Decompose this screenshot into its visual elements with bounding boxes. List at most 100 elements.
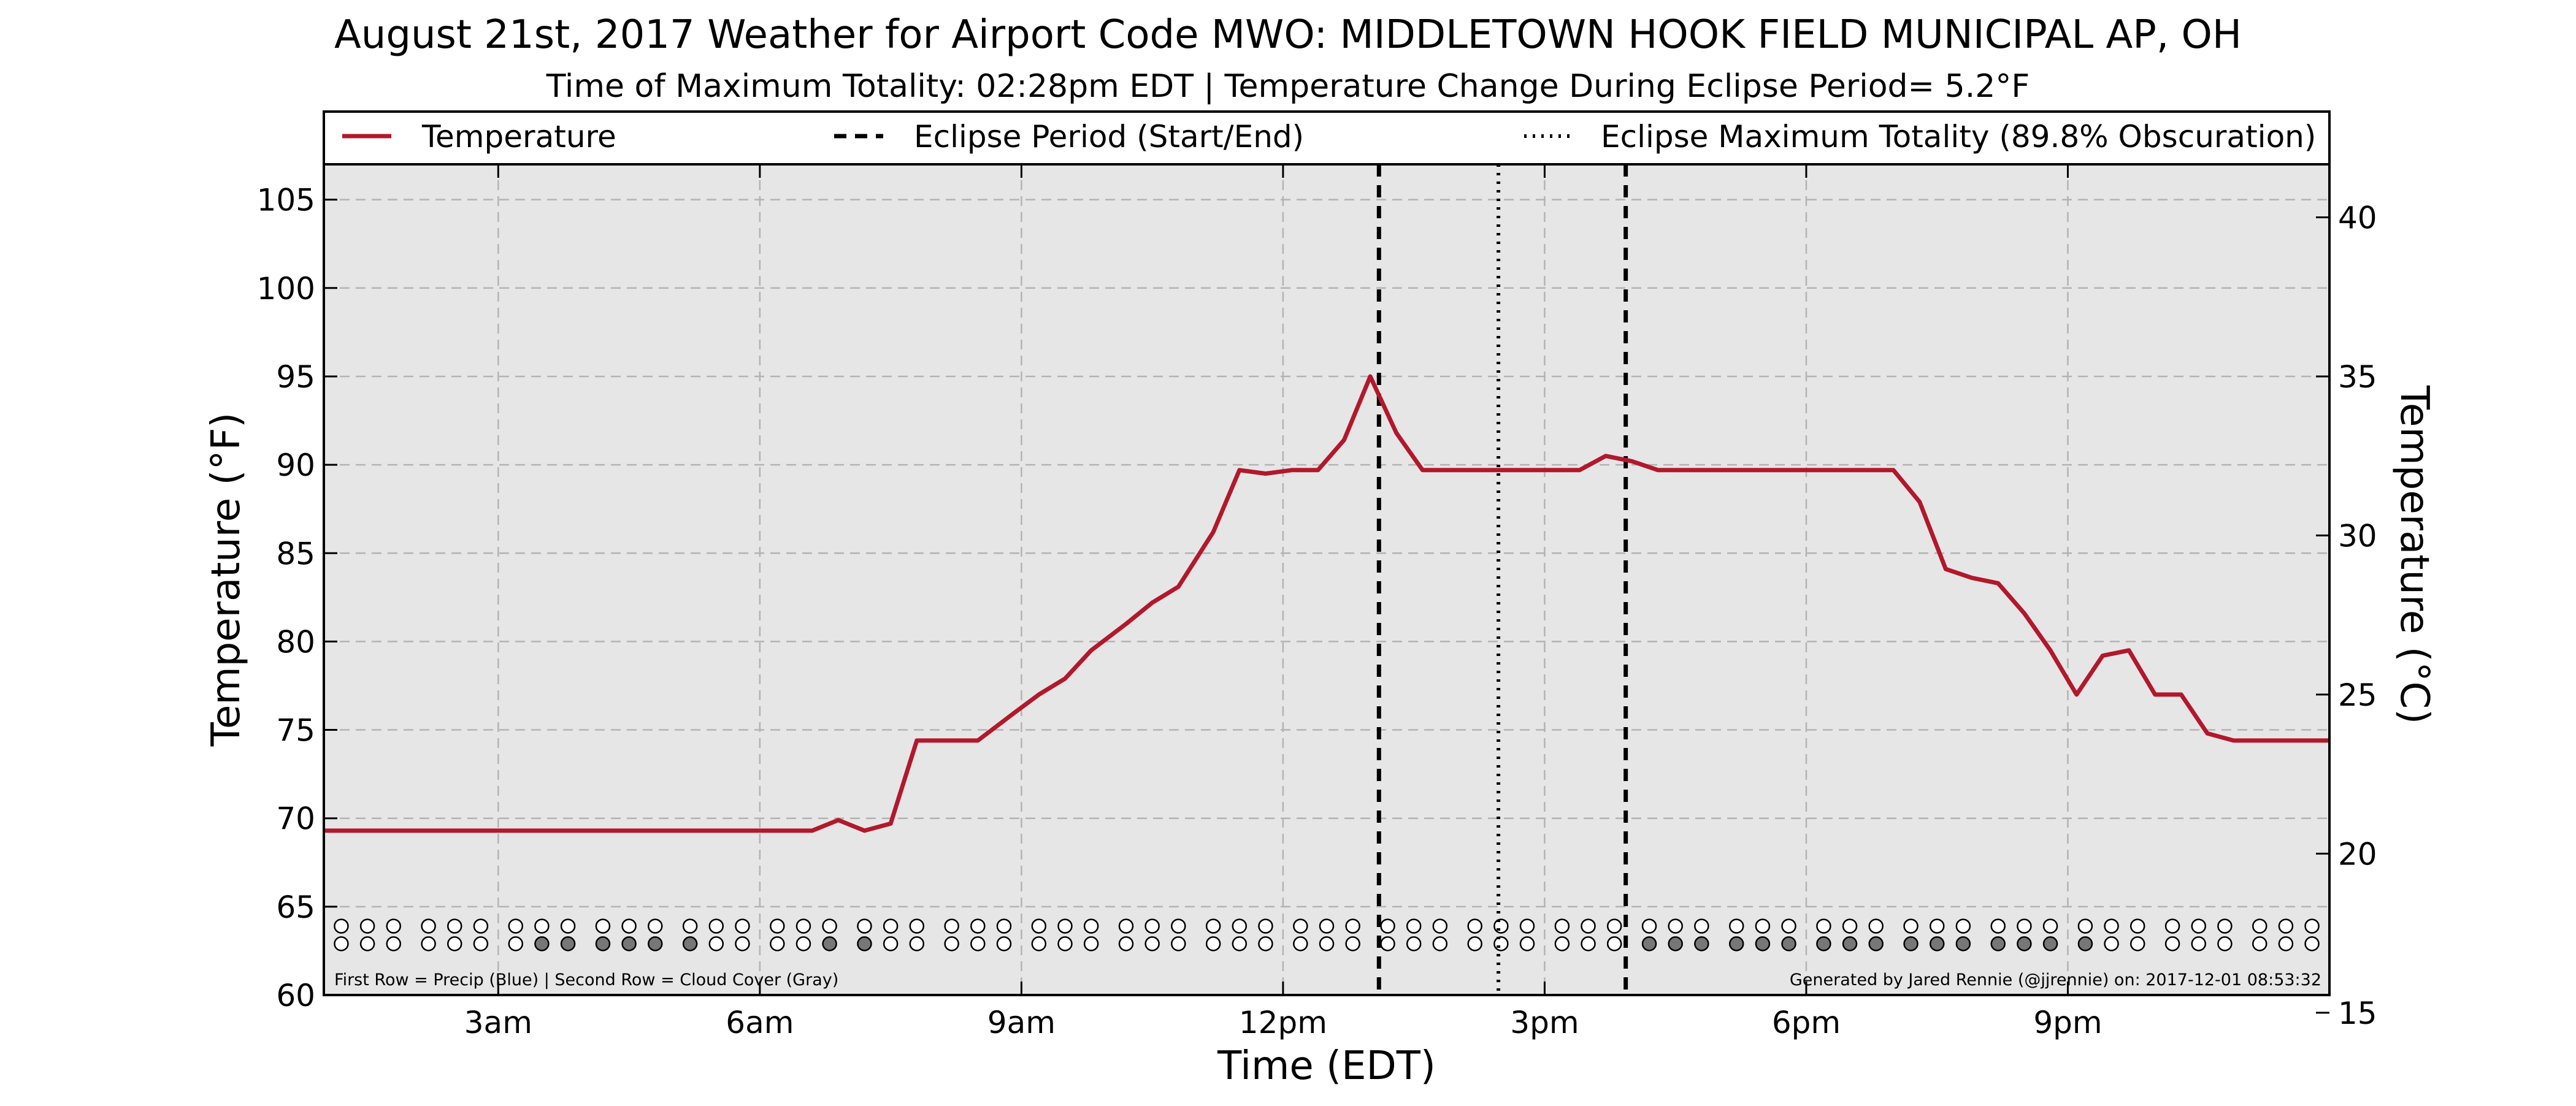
cloud-cover-marker — [2104, 936, 2119, 952]
cloud-cover-marker — [2042, 936, 2058, 952]
precip-marker — [1171, 918, 1186, 934]
x-tick-label: 9pm — [2033, 1005, 2102, 1040]
y-tick-label-right: 40 — [2338, 200, 2377, 235]
cloud-cover-marker — [1694, 936, 1709, 952]
footer-left-note: First Row = Precip (Blue) | Second Row =… — [334, 971, 838, 990]
ticks-layer: 60 65 70 75 80 85 90 95 100 105 3am 6am 9am 12pm 3pm 6p… — [257, 164, 2377, 1040]
precip-marker — [1668, 918, 1683, 934]
precip-marker — [2278, 918, 2294, 934]
cloud-cover-marker — [334, 936, 349, 952]
precip-marker — [1345, 918, 1360, 934]
precip-marker — [1083, 918, 1099, 934]
cloud-cover-marker — [508, 936, 524, 952]
precip-marker — [1319, 918, 1335, 934]
precip-marker — [2217, 918, 2233, 934]
x-tick-label: 3am — [464, 1005, 532, 1040]
temperature-line — [324, 374, 2329, 833]
legend-eclipse-max-label: Eclipse Maximum Totality (89.8% Obscurat… — [1601, 119, 2316, 154]
cloud-cover-marker — [944, 936, 959, 952]
precip-marker — [421, 918, 436, 934]
precip-marker — [770, 918, 785, 934]
precip-marker — [1755, 918, 1771, 934]
cloud-cover-marker — [1929, 936, 1945, 952]
cloud-cover-marker — [386, 936, 401, 952]
grid-layer — [324, 164, 2329, 995]
precip-marker — [1031, 918, 1047, 934]
cloud-cover-marker — [621, 936, 637, 952]
cloud-cover-marker — [1581, 936, 1596, 952]
x-tick-label: 9am — [987, 1005, 1056, 1040]
precip-marker — [822, 918, 837, 934]
cloud-cover-marker — [1868, 936, 1884, 952]
precip-marker — [1816, 918, 1831, 934]
cloud-cover-marker — [1380, 936, 1395, 952]
cloud-cover-marker — [883, 936, 899, 952]
precip-marker — [334, 918, 349, 934]
cloud-cover-marker — [1755, 936, 1771, 952]
x-tick-label: 3pm — [1510, 1005, 1579, 1040]
precip-marker — [2129, 918, 2145, 934]
precip-marker — [1694, 918, 1709, 934]
footer-right-note: Generated by Jared Rennie (@jjrennie) on… — [1790, 971, 2321, 990]
cloud-cover-marker — [1903, 936, 1919, 952]
series-layer — [324, 374, 2329, 833]
cloud-cover-marker — [1031, 936, 1047, 952]
precip-marker — [2252, 918, 2267, 934]
cloud-cover-marker — [648, 936, 663, 952]
precip-marker — [2104, 918, 2119, 934]
precip-marker — [508, 918, 524, 934]
cloud-cover-marker — [1083, 936, 1099, 952]
cloud-cover-marker — [1345, 936, 1360, 952]
cloud-cover-marker — [822, 936, 837, 952]
precip-marker — [1493, 918, 1509, 934]
precip-marker — [1432, 918, 1448, 934]
precip-marker — [534, 918, 550, 934]
cloud-cover-marker — [996, 936, 1012, 952]
cloud-cover-marker — [1554, 936, 1570, 952]
cloud-cover-marker — [1467, 936, 1482, 952]
precip-marker — [883, 918, 899, 934]
y-tick-label-left: 80 — [276, 624, 315, 660]
cloud-cover-marker — [1493, 936, 1509, 952]
y-tick-label-right: 25 — [2338, 677, 2377, 713]
cloud-cover-marker — [560, 936, 576, 952]
legend-temperature-label: Temperature — [421, 119, 616, 154]
precip-marker — [1144, 918, 1160, 934]
precip-marker — [970, 918, 986, 934]
plot-area — [324, 164, 2329, 995]
y-axis-label-left: Temperature (°F) — [204, 413, 249, 747]
y-tick-label-left: 75 — [276, 713, 315, 749]
cloud-cover-marker — [1432, 936, 1448, 952]
precip-marker — [1581, 918, 1596, 934]
precip-marker — [560, 918, 576, 934]
cloud-cover-marker — [1319, 936, 1335, 952]
cloud-cover-marker — [1668, 936, 1683, 952]
cloud-cover-marker — [909, 936, 925, 952]
cloud-cover-marker — [795, 936, 811, 952]
cloud-cover-marker — [2191, 936, 2206, 952]
eclipse-lines — [1376, 164, 1628, 995]
cloud-cover-marker — [2164, 936, 2180, 952]
cloud-cover-marker — [2129, 936, 2145, 952]
precip-marker — [2191, 918, 2206, 934]
precip-marker — [1955, 918, 1971, 934]
x-tick-label: 6am — [726, 1005, 794, 1040]
y-tick-label-right: 30 — [2338, 518, 2377, 554]
y-tick-label-right: 15 — [2338, 996, 2377, 1031]
cloud-cover-marker — [1057, 936, 1073, 952]
cloud-cover-marker — [1990, 936, 2006, 952]
legend-box — [323, 110, 2331, 166]
precip-marker — [2042, 918, 2058, 934]
precip-marker — [386, 918, 401, 934]
precip-marker — [1519, 918, 1535, 934]
precip-marker — [996, 918, 1012, 934]
cloud-cover-marker — [2252, 936, 2267, 952]
cloud-cover-marker — [595, 936, 611, 952]
cloud-cover-marker — [735, 936, 750, 952]
precip-marker — [1205, 918, 1221, 934]
precip-marker — [944, 918, 959, 934]
cloud-cover-marker — [2278, 936, 2294, 952]
precip-marker — [2304, 918, 2320, 934]
cloud-cover-marker — [1781, 936, 1796, 952]
